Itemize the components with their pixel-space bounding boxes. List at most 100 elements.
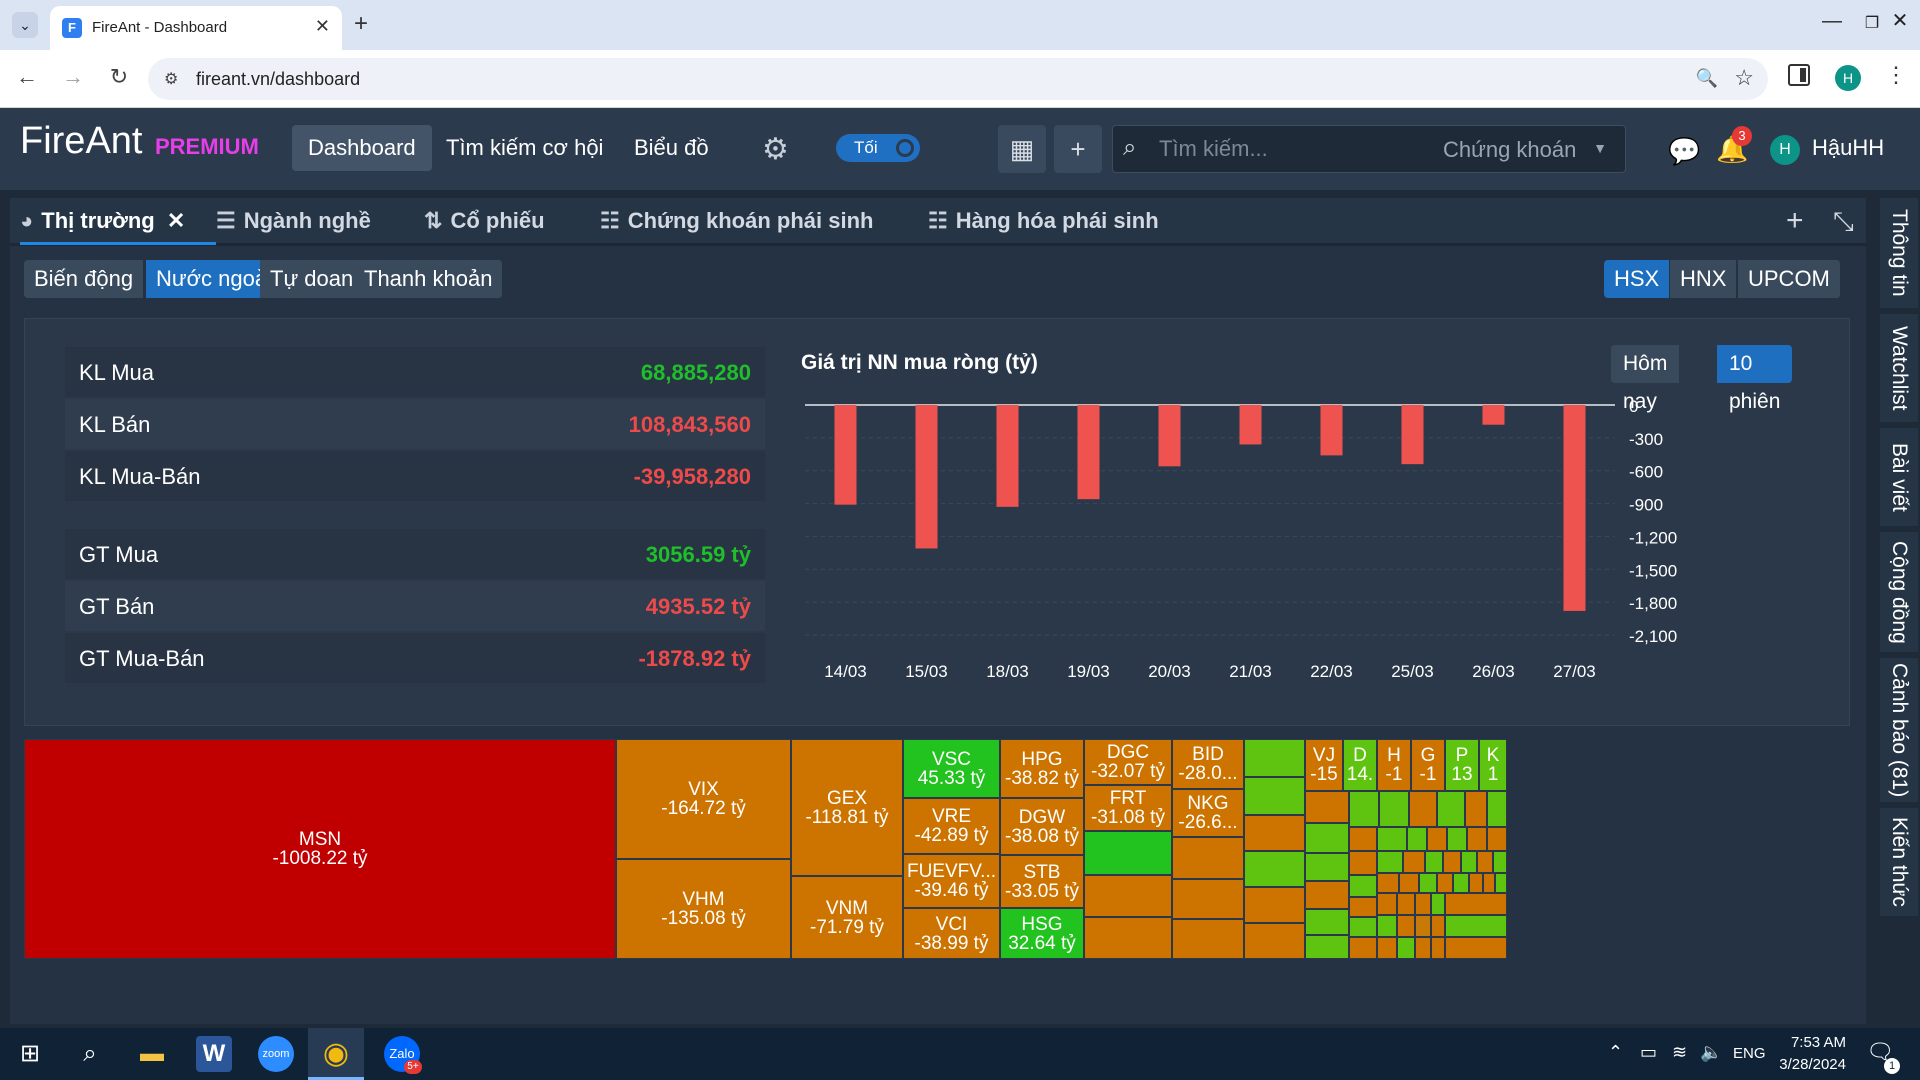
url-text[interactable]: fireant.vn/dashboard — [196, 69, 361, 89]
treemap-cell[interactable] — [1172, 837, 1244, 879]
bookmark-star-icon[interactable]: ☆ — [1734, 65, 1754, 90]
treemap-cell[interactable] — [1437, 873, 1453, 893]
treemap-cell-hsg[interactable]: HSG 32.64 tỷ — [1000, 908, 1084, 959]
tab-search-chevron-icon[interactable]: ⌄ — [12, 12, 38, 38]
treemap-cell[interactable] — [1403, 851, 1425, 873]
treemap-cell[interactable] — [1425, 851, 1443, 873]
treemap-cell-bid[interactable]: BID -28.0... — [1172, 739, 1244, 789]
close-window-icon[interactable]: ✕ — [1891, 10, 1909, 32]
treemap-cell[interactable] — [1445, 915, 1507, 937]
tab-market[interactable]: ◕ Thị trường ✕ — [20, 208, 185, 238]
side-tab-info[interactable]: Thông tin — [1880, 198, 1918, 308]
treemap-cell[interactable] — [1415, 937, 1431, 959]
side-tab-alerts[interactable]: Cảnh báo (81) — [1880, 658, 1918, 802]
treemap-cell[interactable] — [1084, 875, 1172, 917]
file-explorer-icon[interactable]: ▬ — [140, 1040, 164, 1067]
nav-opportunity-search[interactable]: Tìm kiếm cơ hội — [446, 135, 604, 160]
treemap-cell[interactable] — [1305, 881, 1349, 909]
treemap-cell[interactable] — [1415, 893, 1431, 915]
treemap-cell[interactable] — [1407, 827, 1427, 851]
treemap-cell-hpg[interactable]: HPG -38.82 tỷ — [1000, 739, 1084, 798]
treemap-cell[interactable] — [1487, 791, 1507, 827]
tab-industries[interactable]: ☰ Ngành nghề — [216, 208, 371, 238]
treemap-cell-fuevfv[interactable]: FUEVFV... -39.46 tỷ — [903, 854, 1000, 908]
treemap-cell-dgc[interactable]: DGC -32.07 tỷ — [1084, 739, 1172, 785]
profile-avatar[interactable]: H — [1835, 65, 1861, 91]
treemap-cell[interactable] — [1349, 937, 1377, 959]
treemap-cell-vhm[interactable]: VHM -135.08 tỷ — [616, 859, 791, 959]
treemap-cell[interactable] — [1172, 919, 1244, 959]
treemap-cell-d[interactable]: D 14. — [1343, 739, 1377, 791]
treemap-cell-vix[interactable]: VIX -164.72 tỷ — [616, 739, 791, 859]
nav-charts[interactable]: Biểu đồ — [634, 135, 709, 160]
treemap-cell[interactable] — [1377, 937, 1397, 959]
side-tab-articles[interactable]: Bài viết — [1880, 428, 1918, 526]
reload-icon[interactable]: ↻ — [109, 64, 129, 89]
treemap-cell[interactable] — [1349, 897, 1377, 917]
clock-date[interactable]: 3/28/2024 — [1779, 1056, 1846, 1073]
treemap-cell[interactable] — [1397, 915, 1415, 937]
treemap-cell[interactable] — [1244, 777, 1305, 815]
user-avatar[interactable]: H — [1770, 135, 1800, 165]
windows-start-icon[interactable]: ⊞ — [19, 1040, 41, 1067]
treemap-cell[interactable] — [1447, 827, 1467, 851]
treemap-cell[interactable] — [1244, 739, 1305, 777]
treemap-cell[interactable] — [1483, 873, 1495, 893]
chrome-icon[interactable]: ◉ — [322, 1037, 350, 1070]
add-tab-icon[interactable]: + — [1786, 204, 1804, 237]
add-widget-icon[interactable]: + — [1054, 125, 1102, 173]
treemap-cell[interactable] — [1349, 917, 1377, 937]
dark-mode-toggle[interactable]: Tối — [836, 134, 920, 162]
treemap-cell[interactable] — [1084, 831, 1172, 875]
treemap-cell[interactable] — [1305, 791, 1349, 823]
chevron-down-icon[interactable]: ▼ — [1593, 140, 1607, 156]
search-box[interactable]: ⌕ Chứng khoán ▼ — [1112, 125, 1626, 173]
volume-icon[interactable]: 🔈 — [1700, 1042, 1723, 1062]
treemap-cell[interactable] — [1495, 873, 1507, 893]
treemap-cell-g[interactable]: G -1 — [1411, 739, 1445, 791]
treemap-cell-vci[interactable]: VCI -38.99 tỷ — [903, 908, 1000, 959]
clock-time[interactable]: 7:53 AM — [1790, 1034, 1846, 1051]
site-info-icon[interactable]: ⚙ — [164, 71, 179, 88]
close-tab-icon[interactable]: ✕ — [314, 16, 330, 36]
treemap-cell[interactable] — [1377, 827, 1407, 851]
layout-grid-icon[interactable]: ▦ — [998, 125, 1046, 173]
treemap-cell-h[interactable]: H -1 — [1377, 739, 1411, 791]
treemap-cell[interactable] — [1084, 917, 1172, 959]
subtab-foreign[interactable]: Nước ngoài — [146, 260, 283, 298]
exchange-hnx[interactable]: HNX — [1670, 260, 1738, 298]
treemap-cell-gex[interactable]: GEX -118.81 tỷ — [791, 739, 903, 876]
treemap-cell-vsc[interactable]: VSC 45.33 tỷ — [903, 739, 1000, 798]
search-input[interactable] — [1159, 126, 1419, 172]
wifi-icon[interactable]: ≋ — [1672, 1042, 1688, 1062]
user-name[interactable]: HậuHH — [1812, 135, 1885, 160]
treemap-cell-p[interactable]: P 13 — [1445, 739, 1479, 791]
word-icon[interactable]: W — [196, 1036, 232, 1072]
battery-icon[interactable]: ▭ — [1640, 1042, 1658, 1062]
close-tab-icon[interactable]: ✕ — [166, 208, 186, 233]
treemap-cell[interactable] — [1305, 823, 1349, 853]
side-tab-community[interactable]: Cộng đồng — [1880, 532, 1918, 652]
treemap-cell[interactable] — [1419, 873, 1437, 893]
treemap-cell[interactable] — [1409, 791, 1437, 827]
treemap-cell-frt[interactable]: FRT -31.08 tỷ — [1084, 785, 1172, 831]
treemap-cell[interactable] — [1377, 851, 1403, 873]
treemap-cell[interactable] — [1349, 827, 1377, 851]
zoom-icon[interactable]: 🔍 — [1695, 68, 1718, 88]
subtab-liquidity[interactable]: Thanh khoản — [354, 260, 504, 298]
tab-stocks[interactable]: ⇅ Cổ phiếu — [424, 208, 545, 238]
browser-tab-active[interactable]: F FireAnt - Dashboard ✕ — [50, 6, 342, 50]
exchange-hsx[interactable]: HSX — [1604, 260, 1671, 298]
treemap-cell[interactable] — [1305, 853, 1349, 881]
settings-gear-icon[interactable]: ⚙ — [762, 133, 789, 166]
treemap-cell[interactable] — [1397, 893, 1415, 915]
back-icon[interactable]: ← — [16, 64, 38, 89]
chevron-up-icon[interactable]: ⌃ — [1608, 1042, 1624, 1062]
language-indicator[interactable]: ENG — [1733, 1045, 1766, 1062]
side-panel-icon[interactable] — [1788, 64, 1810, 86]
chat-icon[interactable]: 💬 — [1668, 136, 1701, 166]
treemap-cell-msn[interactable]: MSN -1008.22 tỷ — [24, 739, 616, 959]
fireant-logo[interactable]: FireAnt — [20, 120, 143, 162]
treemap-cell[interactable] — [1379, 791, 1409, 827]
treemap-cell[interactable] — [1415, 915, 1431, 937]
